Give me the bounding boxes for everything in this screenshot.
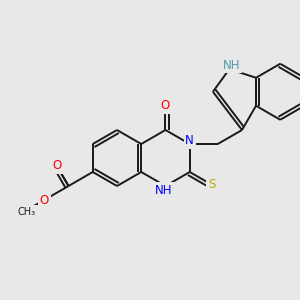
Text: NH: NH [223, 58, 240, 72]
Text: NH: NH [155, 184, 172, 196]
Text: O: O [40, 194, 49, 206]
Text: O: O [52, 159, 61, 172]
Text: N: N [185, 134, 194, 148]
Text: CH₃: CH₃ [18, 207, 36, 217]
Text: S: S [208, 178, 215, 191]
Text: O: O [161, 99, 170, 112]
